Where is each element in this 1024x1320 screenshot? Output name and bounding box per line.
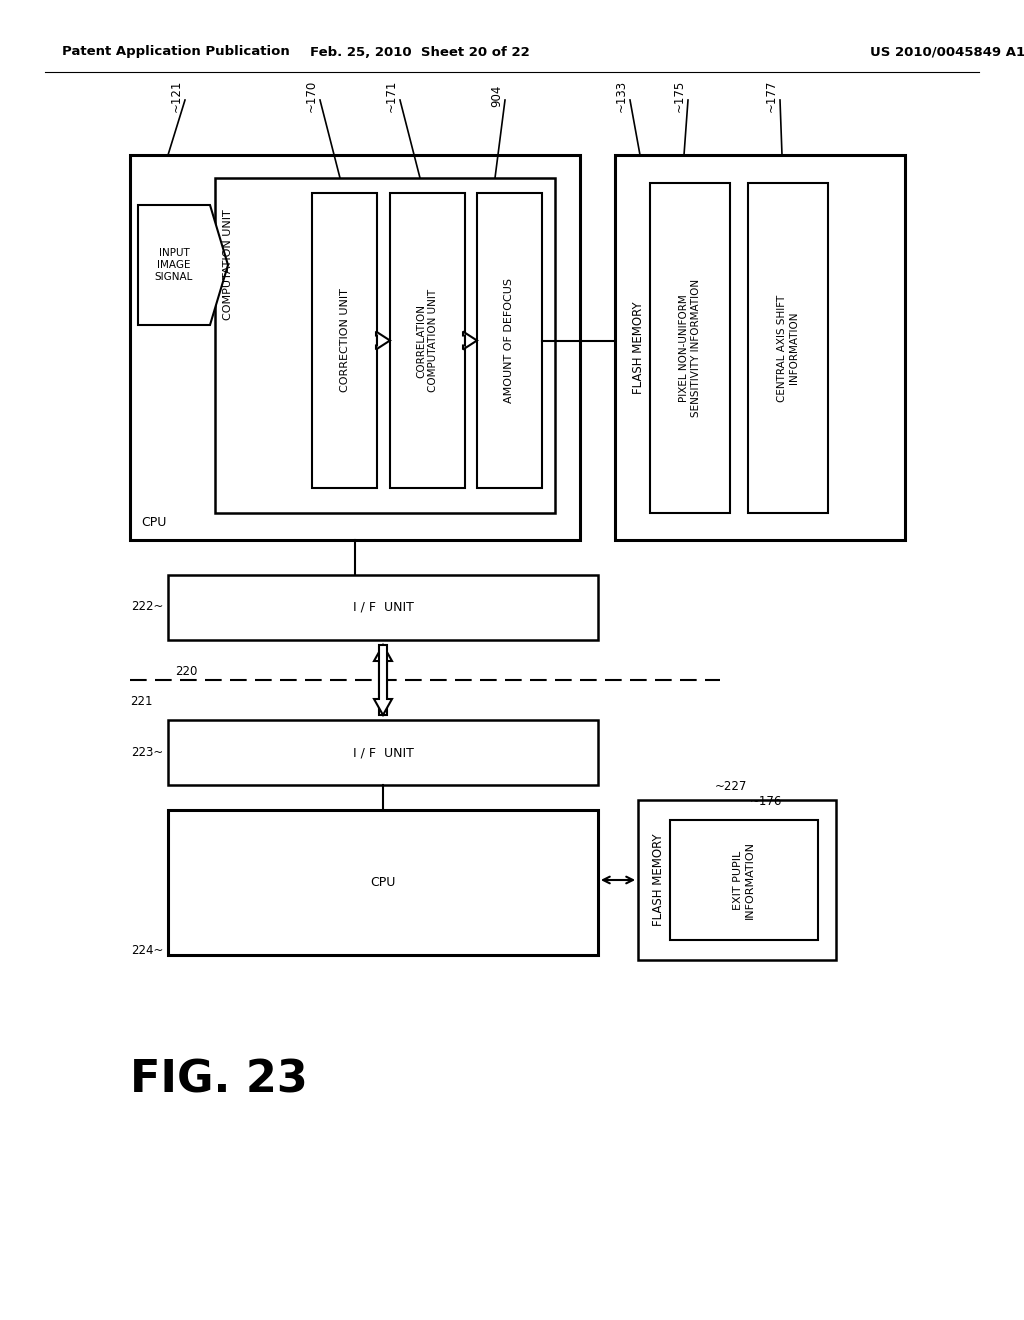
Bar [168,719,598,785]
Bar [312,193,377,488]
Bar [638,800,836,960]
Polygon shape [376,331,390,350]
Text: COMPUTATION UNIT: COMPUTATION UNIT [223,210,233,321]
Bar [168,810,598,954]
Text: FLASH MEMORY: FLASH MEMORY [651,834,665,927]
Text: 222~: 222~ [131,601,163,614]
Bar [477,193,542,488]
Bar [390,193,465,488]
Text: CORRECTION UNIT: CORRECTION UNIT [340,289,349,392]
Text: I / F  UNIT: I / F UNIT [352,746,414,759]
Polygon shape [374,645,392,715]
Bar [168,576,598,640]
Text: 904: 904 [490,84,503,107]
Text: I / F  UNIT: I / F UNIT [352,601,414,614]
Text: 223~: 223~ [131,746,163,759]
Polygon shape [138,205,228,325]
Text: ~177: ~177 [765,79,778,112]
Text: ~175: ~175 [673,81,686,112]
Text: ~121: ~121 [170,79,183,112]
Text: 224~: 224~ [131,944,163,957]
Text: CENTRAL AXIS SHIFT
INFORMATION: CENTRAL AXIS SHIFT INFORMATION [777,294,799,401]
Text: EXIT PUPIL
INFORMATION: EXIT PUPIL INFORMATION [733,841,755,919]
Text: ~176: ~176 [750,795,782,808]
Text: ~170: ~170 [305,81,318,112]
Text: ~227: ~227 [715,780,748,793]
Bar [748,183,828,513]
Bar [650,183,730,513]
Text: Patent Application Publication: Patent Application Publication [62,45,290,58]
Text: AMOUNT OF DEFOCUS: AMOUNT OF DEFOCUS [505,279,514,403]
Text: INPUT
IMAGE
SIGNAL: INPUT IMAGE SIGNAL [155,248,194,281]
Polygon shape [374,645,392,715]
Text: ~171: ~171 [385,79,398,112]
Text: CPU: CPU [141,516,167,528]
Text: FLASH MEMORY: FLASH MEMORY [632,301,644,393]
Text: FIG. 23: FIG. 23 [130,1059,308,1101]
Text: 221: 221 [130,696,153,708]
Text: Feb. 25, 2010  Sheet 20 of 22: Feb. 25, 2010 Sheet 20 of 22 [310,45,529,58]
Text: 220: 220 [175,665,198,678]
Text: US 2010/0045849 A1: US 2010/0045849 A1 [870,45,1024,58]
Text: PIXEL NON-UNIFORM
SENSITIVITY INFORMATION: PIXEL NON-UNIFORM SENSITIVITY INFORMATIO… [679,279,700,417]
Polygon shape [463,331,477,350]
Text: CORRELATION
COMPUTATION UNIT: CORRELATION COMPUTATION UNIT [417,289,438,392]
Text: CPU: CPU [371,876,395,888]
Bar [215,178,555,513]
Text: ~133: ~133 [615,81,628,112]
Bar [670,820,818,940]
Bar [615,154,905,540]
Bar [130,154,580,540]
